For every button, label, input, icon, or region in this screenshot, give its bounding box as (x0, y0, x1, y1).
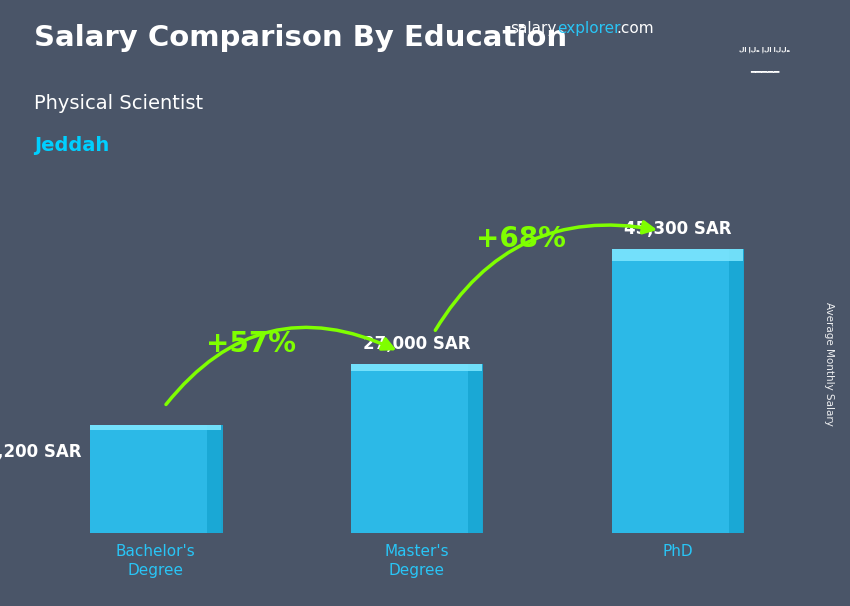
Text: Physical Scientist: Physical Scientist (34, 94, 203, 113)
Bar (90, 425, 221, 430)
Text: 27,000 SAR: 27,000 SAR (363, 335, 470, 353)
Text: +57%: +57% (207, 330, 297, 358)
Bar (612, 249, 743, 261)
Bar (351, 364, 482, 533)
Bar (612, 249, 743, 533)
Text: 17,200 SAR: 17,200 SAR (0, 444, 82, 461)
Text: ━━━━━: ━━━━━ (751, 66, 779, 76)
Text: لا إله إلا الله: لا إله إلا الله (740, 47, 790, 53)
Text: Jeddah: Jeddah (34, 136, 110, 155)
Text: Average Monthly Salary: Average Monthly Salary (824, 302, 834, 425)
Text: .com: .com (616, 21, 654, 36)
Bar (468, 364, 484, 533)
Text: salary: salary (510, 21, 557, 36)
Text: Salary Comparison By Education: Salary Comparison By Education (34, 24, 567, 52)
Text: +68%: +68% (476, 225, 566, 253)
Bar (207, 425, 223, 533)
Bar (728, 249, 745, 533)
Bar (90, 425, 221, 533)
Text: 45,300 SAR: 45,300 SAR (624, 220, 731, 238)
Text: explorer: explorer (557, 21, 620, 36)
Bar (351, 364, 482, 371)
FancyArrowPatch shape (166, 327, 393, 404)
FancyArrowPatch shape (435, 222, 654, 330)
